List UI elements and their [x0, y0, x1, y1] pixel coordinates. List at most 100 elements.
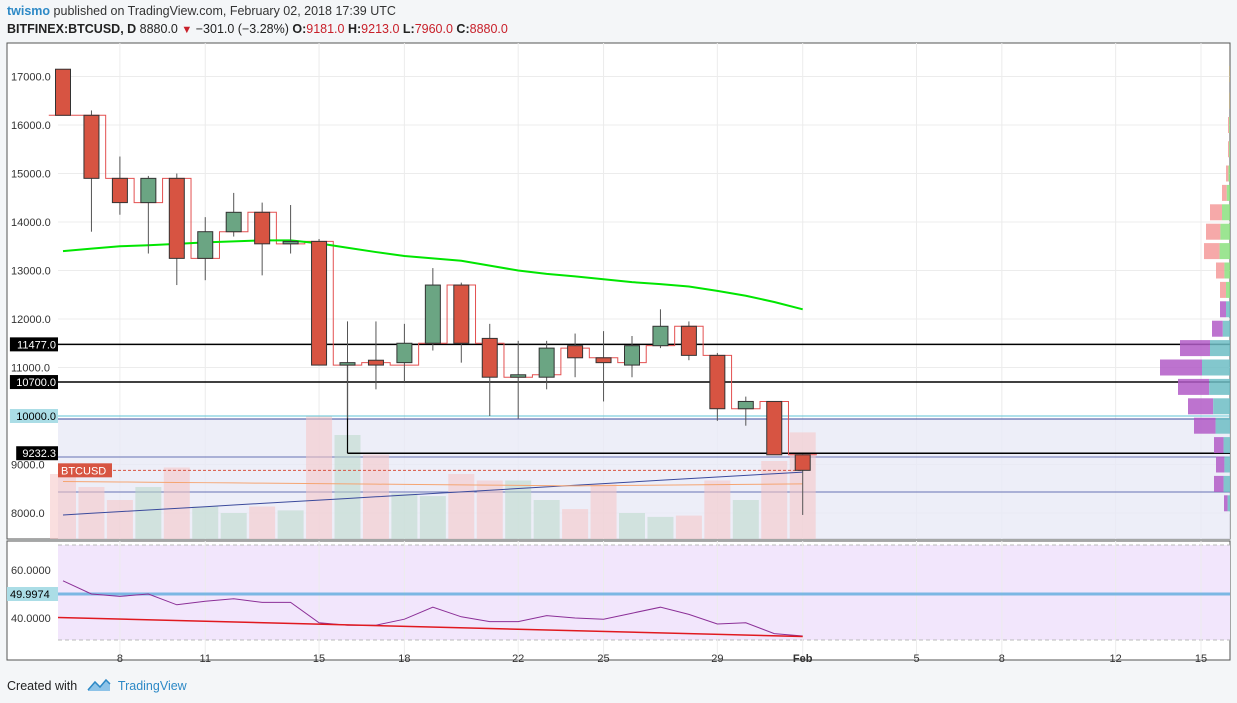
time-tick-label: 29 [711, 653, 723, 665]
candle-body [680, 325, 697, 356]
candle-body [652, 325, 669, 347]
volume-bar [135, 487, 162, 539]
time-tick-label: 18 [398, 653, 410, 665]
volume-profile-bar-b [1223, 437, 1230, 454]
volume-profile-bar-a [1224, 495, 1228, 512]
volume-profile-bar-b [1224, 262, 1230, 279]
volume-bar [647, 516, 674, 539]
volume-bar [619, 513, 645, 539]
volume-bar [704, 480, 731, 539]
candle-body [481, 337, 498, 378]
volume-profile-bar-a [1204, 243, 1220, 260]
volume-bar [306, 415, 333, 539]
moving-average-line [62, 239, 803, 311]
volume-bar [533, 500, 560, 539]
price-tick-label: 16000.0 [11, 120, 51, 132]
low-value: 7960.0 [414, 22, 453, 36]
high-label: H: [347, 22, 362, 36]
publish-line: twismo published on TradingView.com, Feb… [7, 4, 396, 18]
close-value: 8880.0 [469, 22, 508, 36]
level-label: 9232.3 [22, 448, 56, 460]
candle-body [396, 342, 413, 364]
candle-body [197, 231, 214, 259]
volume-bar [590, 484, 617, 539]
price-tick-label: 15000.0 [11, 169, 51, 181]
created-with-text: Created with [7, 678, 78, 693]
volume-bar [391, 493, 418, 539]
candle-body [282, 240, 299, 245]
volume-profile-bar-a [1160, 359, 1202, 376]
rsi-trendline [57, 616, 803, 638]
volume-profile-bar-a [1220, 281, 1226, 298]
candle-body [624, 345, 640, 366]
price-tick-label: 14000.0 [11, 217, 51, 229]
price-change: −301.0 (−3.28%) [195, 22, 289, 36]
candle-body [709, 354, 726, 410]
volume-profile-bar-a [1214, 475, 1224, 492]
price-tick-label: 9000.0 [11, 460, 45, 472]
volume-profile-bar-a [1220, 301, 1226, 318]
level-label-bg [16, 446, 58, 461]
symbol-line: BITFINEX:BTCUSD, D 8880.0 ▼ −301.0 (−3.2… [7, 22, 508, 36]
time-tick-label: 12 [1110, 653, 1122, 665]
volume-profile-bar-a [1228, 117, 1230, 133]
tradingview-link[interactable]: TradingView [117, 678, 187, 693]
volume-profile-bar-b [1210, 340, 1230, 357]
volume-profile-bar-a [1180, 340, 1210, 357]
price-tick-label: 12000.0 [11, 314, 51, 326]
volume-bar [249, 506, 276, 539]
volume-profile-bar-a [1226, 165, 1229, 182]
symbol-name[interactable]: BITFINEX:BTCUSD, D [7, 22, 137, 36]
time-tick-label: 8 [999, 653, 1005, 665]
rsi-tick-label: 60.0000 [11, 565, 51, 577]
volume-profile-bar-a [1229, 66, 1230, 83]
time-tick-label: 25 [597, 653, 609, 665]
tradingview-logo-icon[interactable] [87, 678, 111, 695]
author-link[interactable]: twismo [7, 4, 51, 18]
volume-profile-bar-b [1215, 417, 1230, 434]
candle-body [737, 400, 754, 410]
level-label-bg [9, 409, 58, 423]
volume-bar [50, 474, 76, 539]
volume-profile-bar-b [1226, 301, 1230, 318]
volume-profile-bar-a [1188, 398, 1214, 415]
volume-bar [192, 506, 219, 539]
close-label: C: [456, 22, 470, 36]
last-price: 8880.0 [139, 22, 178, 36]
volume-profile-bar-b [1222, 204, 1230, 221]
volume-bar [220, 513, 247, 539]
volume-profile-bar-b [1226, 184, 1230, 201]
volume-profile-bar-b [1220, 223, 1230, 240]
current-price-label: BTCUSD [61, 465, 106, 477]
price-tick-label: 13000.0 [11, 266, 51, 278]
rsi-line [62, 580, 803, 637]
candle-body [595, 357, 612, 364]
volume-bar [562, 509, 589, 539]
level-label: 11477.0 [17, 339, 56, 351]
time-tick-label: 15 [1195, 653, 1207, 665]
candle-body [111, 177, 128, 204]
down-arrow-icon: ▼ [181, 24, 193, 36]
footer: Created with TradingView [7, 678, 187, 695]
volume-bar [448, 474, 475, 539]
time-tick-label: 5 [913, 653, 919, 665]
volume-profile-bar-a [1216, 262, 1225, 279]
rsi-current-label: 49.9974 [10, 589, 50, 601]
volume-bar [732, 500, 759, 539]
candle-body [254, 211, 271, 245]
candle-body [83, 114, 100, 179]
volume-profile-bar-b [1224, 456, 1230, 473]
volume-profile-bar-a [1222, 184, 1227, 201]
volume-profile-bar-b [1229, 117, 1230, 133]
volume-profile-bar-a [1216, 456, 1225, 473]
level-label-bg [9, 337, 58, 352]
candle-body [140, 177, 157, 204]
volume-profile-bar-b [1227, 495, 1230, 512]
candle-body [225, 211, 242, 233]
open-label: O: [292, 22, 307, 36]
volume-profile-bar-a [1229, 92, 1230, 109]
open-value: 9181.0 [306, 22, 345, 36]
candle-body [794, 454, 811, 471]
volume-bar [675, 515, 702, 539]
